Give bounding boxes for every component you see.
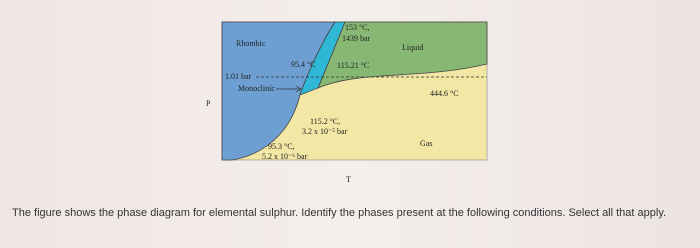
label: 444.6 °C [430,89,459,98]
axis-label: P [206,99,211,108]
label: 115.21 °C [337,61,369,70]
label: 95.3 °C, [268,142,295,151]
label: 115.2 °C, [310,117,340,126]
label: Liquid [402,43,423,52]
caption: The figure shows the phase diagram for e… [12,207,667,219]
label: 1.01 bar [225,72,252,81]
axis-label: T [346,175,351,184]
phase-diagram: 153 °C, 1439 bar Rhombic Liquid 95.4 °C … [206,21,488,184]
label: Rhombic [236,39,266,48]
label: Gas [420,139,432,148]
liquid-region [317,21,488,89]
label: 153 °C, [345,23,370,32]
label: 1439 bar [342,34,371,43]
label: Monoclinic [238,84,275,93]
label: 5.2 x 10⁻⁶ bar [262,152,308,161]
label: 95.4 °C [291,60,316,69]
arrow-head [295,85,302,93]
label: 3.2 x 10⁻⁵ bar [302,127,348,136]
